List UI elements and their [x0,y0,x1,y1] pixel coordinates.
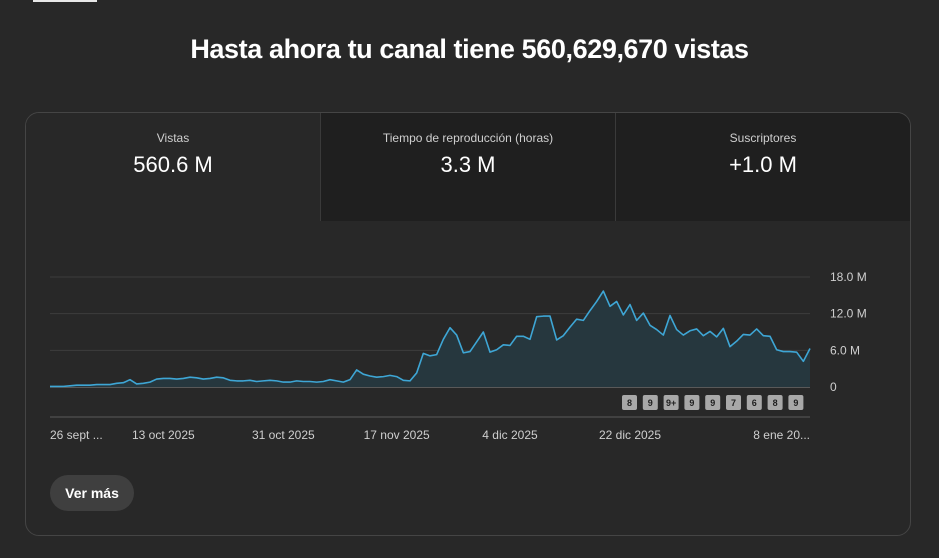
metric-tabs: Vistas 560.6 M Tiempo de reproducción (h… [26,113,910,221]
event-marker-badge [788,395,804,410]
event-marker-badge [642,395,658,410]
event-marker-badge [663,395,679,410]
event-marker-badge [705,395,721,410]
views-series-line [49,290,811,388]
metric-value: +1.0 M [729,152,797,177]
x-tick-label: 17 nov 2025 [364,428,430,442]
y-tick-label: 18.0 M [830,270,867,284]
x-tick-label: 26 sept ... [50,428,103,442]
y-tick-label: 0 [830,380,837,394]
metric-label: Tiempo de reproducción (horas) [382,131,554,145]
y-tick-label: 6.0 M [830,343,860,357]
metric-label: Suscriptores [729,131,797,145]
event-marker-label: 7 [731,398,736,408]
event-marker-label: 9 [793,398,798,408]
metric-value: 560.6 M [133,152,213,177]
event-marker-badge [684,395,700,410]
see-more-button[interactable]: Ver más [50,475,134,511]
event-marker-badge [622,395,637,410]
views-area [50,291,810,387]
metric-label: Vistas [156,131,190,145]
event-marker-label: 8 [773,398,778,408]
event-marker-badge [746,395,762,410]
page-title: Hasta ahora tu canal tiene 560,629,670 v… [190,34,749,64]
event-marker-label: 9+ [666,398,676,408]
event-marker-label: 8 [627,398,632,408]
views-chart[interactable]: 18.0 M 12.0 M 6.0 M 0 8 9 9+ 9 9 7 6 8 9 26 sept ... 1… [26,221,910,451]
event-marker-badge [726,395,741,410]
x-tick-label: 31 oct 2025 [252,428,315,442]
metric-tab-subscribers[interactable]: Suscriptores +1.0 M [615,113,910,221]
analytics-card: Vistas 560.6 M Tiempo de reproducción (h… [25,112,911,536]
metric-tab-views[interactable]: Vistas 560.6 M [26,113,320,221]
metric-tab-watch-time[interactable]: Tiempo de reproducción (horas) 3.3 M [320,113,615,221]
x-tick-label: 8 ene 20... [753,428,810,442]
x-tick-label: 22 dic 2025 [599,428,661,442]
top-tab-indicator [33,0,97,2]
event-marker-label: 9 [648,398,653,408]
x-tick-label: 13 oct 2025 [132,428,195,442]
metric-value: 3.3 M [440,152,496,177]
event-marker-label: 9 [710,398,715,408]
event-marker-label: 9 [689,398,694,408]
event-marker-label: 6 [752,398,757,408]
y-tick-label: 12.0 M [830,307,867,321]
x-tick-label: 4 dic 2025 [482,428,538,442]
event-marker-badge [767,395,783,410]
